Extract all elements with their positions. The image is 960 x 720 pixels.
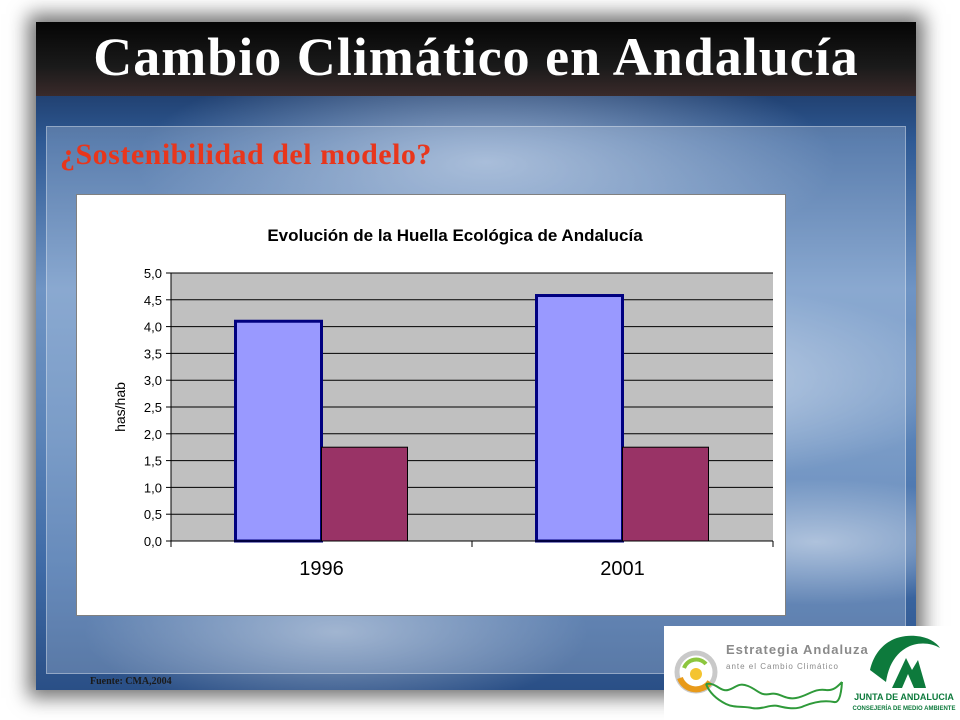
climate-swirl-icon bbox=[674, 650, 718, 694]
junta-emblem-icon bbox=[870, 635, 940, 688]
estrategia-title: Estrategia Andaluza bbox=[726, 642, 869, 657]
y-tick-label: 2,5 bbox=[144, 400, 162, 415]
x-tick-label: 2001 bbox=[600, 558, 645, 580]
estrategia-andaluza-logo: Estrategia Andaluza ante el Cambio Climá… bbox=[674, 632, 868, 716]
andalusia-map-outline-icon bbox=[705, 681, 843, 710]
bar-2001-series-1 bbox=[535, 294, 624, 543]
estrategia-subtitle: ante el Cambio Climático bbox=[726, 662, 839, 671]
bar-1996-series-1 bbox=[234, 319, 323, 543]
chart-container: Evolución de la Huella Ecológica de Anda… bbox=[76, 194, 786, 616]
logos-area: Estrategia Andaluza ante el Cambio Climá… bbox=[664, 626, 960, 720]
junta-department: CONSEJERÍA DE MEDIO AMBIENTE bbox=[852, 706, 956, 712]
y-tick-label: 1,5 bbox=[144, 454, 162, 469]
y-tick-label: 5,0 bbox=[144, 266, 162, 281]
y-axis-label: has/hab bbox=[112, 382, 128, 432]
bars bbox=[234, 294, 709, 543]
bar-chart: Evolución de la Huella Ecológica de Anda… bbox=[112, 226, 774, 580]
source-note: Fuente: CMA,2004 bbox=[90, 676, 172, 687]
bar-2001-series-2 bbox=[622, 446, 709, 542]
y-tick-label: 4,5 bbox=[144, 293, 162, 308]
y-tick-label: 1,0 bbox=[144, 480, 162, 495]
junta-name: JUNTA DE ANDALUCIA bbox=[854, 692, 954, 702]
y-tick-label: 3,5 bbox=[144, 346, 162, 361]
chart-title: Evolución de la Huella Ecológica de Anda… bbox=[267, 226, 643, 245]
y-tick-labels: 0,0 0,5 1,0 1,5 2,0 2,5 3,0 3,5 4,0 4,5 5,0 bbox=[144, 266, 171, 549]
bar-1996-series-2 bbox=[321, 446, 408, 542]
junta-de-andalucia-logo: JUNTA DE ANDALUCIA CONSEJERÍA DE MEDIO A… bbox=[852, 626, 956, 720]
x-tick-labels: 1996 2001 bbox=[170, 541, 774, 580]
y-tick-label: 2,0 bbox=[144, 427, 162, 442]
y-tick-label: 4,0 bbox=[144, 320, 162, 335]
y-tick-label: 0,0 bbox=[144, 534, 162, 549]
x-tick-label: 1996 bbox=[299, 558, 344, 580]
title-bar bbox=[36, 22, 916, 96]
slide-title: Cambio Climático en Andalucía bbox=[93, 27, 859, 87]
y-tick-label: 3,0 bbox=[144, 373, 162, 388]
slide-subtitle: ¿Sostenibilidad del modelo? bbox=[60, 138, 432, 171]
y-tick-label: 0,5 bbox=[144, 507, 162, 522]
